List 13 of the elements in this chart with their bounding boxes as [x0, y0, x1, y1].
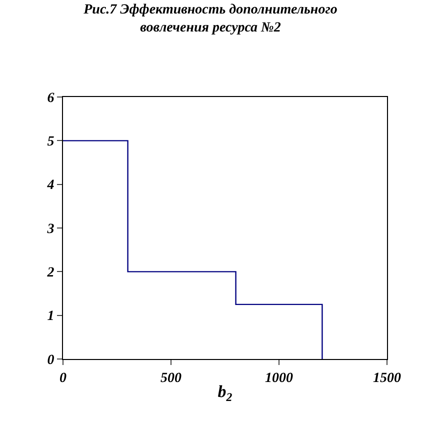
x-tick-label: 1500	[373, 370, 401, 386]
y-tick-label: 2	[46, 266, 54, 281]
y-tick-label: 5	[47, 134, 54, 150]
y-tick-label: 4	[46, 178, 54, 194]
x-tick-label: 0	[60, 370, 66, 386]
y-tick-label: 1	[47, 309, 54, 324]
x-tick-label: 500	[160, 370, 182, 386]
x-tick-label: 1000	[265, 370, 293, 386]
chart-title: Рис.7 Эффективность дополнительного вовлечения ресурса №2	[84, 2, 338, 36]
y-tick-label: 0	[47, 352, 54, 368]
y-tick-label: 3	[46, 222, 54, 237]
y-tick-label: 6	[47, 90, 54, 106]
x-axis-title: b$_{2}$	[218, 382, 232, 404]
